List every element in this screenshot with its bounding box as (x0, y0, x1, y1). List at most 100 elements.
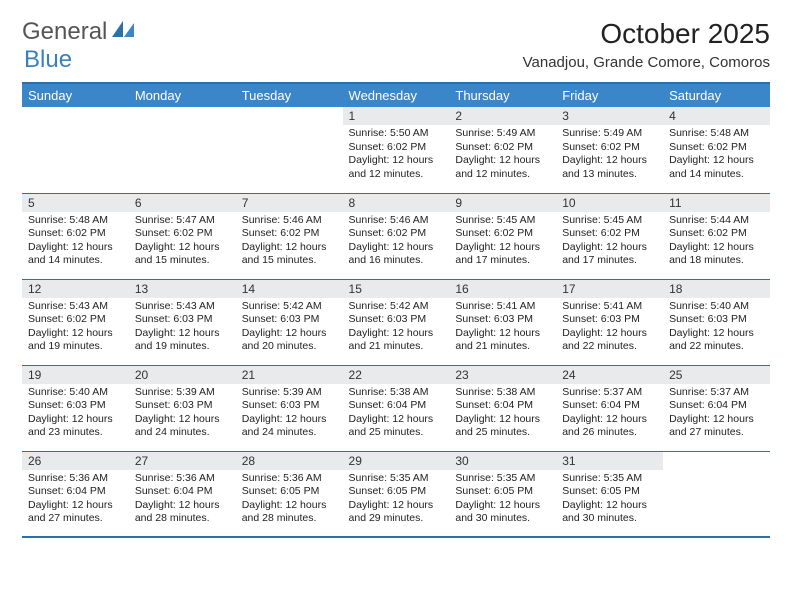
sunrise-line: Sunrise: 5:35 AM (455, 472, 535, 484)
day-details: Sunrise: 5:43 AMSunset: 6:03 PMDaylight:… (129, 298, 236, 359)
sunrise-line: Sunrise: 5:40 AM (669, 300, 749, 312)
calendar-week: 19 Sunrise: 5:40 AM Sunset: 6:03 PM Dayligh… (22, 365, 770, 451)
day-number: 16 (449, 280, 556, 298)
calendar-day: 2Sunrise: 5:49 AMSunset: 6:02 PMDaylight… (449, 107, 556, 193)
day-number: 19 (22, 366, 129, 384)
sunset-line: Sunset: 6:02 PM (562, 141, 640, 153)
day-number: 9 (449, 194, 556, 212)
day-details: Sunrise: 5:35 AMSunset: 6:05 PMDaylight:… (556, 470, 663, 531)
logo-sail-icon (112, 21, 134, 39)
daylight-line: Daylight: 12 hours and 27 minutes. (28, 499, 113, 525)
calendar-day (236, 107, 343, 193)
daylight-line: Daylight: 12 hours and 25 minutes. (349, 413, 434, 439)
sunrise-line: Sunrise: 5:48 AM (28, 214, 108, 226)
sunset-line: Sunset: 6:03 PM (242, 399, 320, 411)
daylight-line: Daylight: 12 hours and 26 minutes. (562, 413, 647, 439)
day-details: Sunrise: 5:39 AMSunset: 6:03 PMDaylight:… (236, 384, 343, 445)
day-details: Sunrise: 5:44 AMSunset: 6:02 PMDaylight:… (663, 212, 770, 273)
day-number: 17 (556, 280, 663, 298)
calendar-day: 13Sunrise: 5:43 AMSunset: 6:03 PMDayligh… (129, 279, 236, 365)
day-number: 14 (236, 280, 343, 298)
daylight-line: Daylight: 12 hours and 28 minutes. (242, 499, 327, 525)
daylight-line: Daylight: 12 hours and 19 minutes. (135, 327, 220, 353)
day-details: Sunrise: 5:46 AMSunset: 6:02 PMDaylight:… (236, 212, 343, 273)
sunrise-line: Sunrise: 5:35 AM (562, 472, 642, 484)
day-number: 18 (663, 280, 770, 298)
sunset-line: Sunset: 6:02 PM (349, 227, 427, 239)
day-number: 2 (449, 107, 556, 125)
day-number: 6 (129, 194, 236, 212)
sunrise-line: Sunrise: 5:38 AM (455, 386, 535, 398)
daylight-line: Daylight: 12 hours and 25 minutes. (455, 413, 540, 439)
sunrise-line: Sunrise: 5:38 AM (349, 386, 429, 398)
calendar-day: 15Sunrise: 5:42 AMSunset: 6:03 PMDayligh… (343, 279, 450, 365)
calendar-day: 9Sunrise: 5:45 AMSunset: 6:02 PMDaylight… (449, 193, 556, 279)
sunset-line: Sunset: 6:03 PM (349, 313, 427, 325)
day-details: Sunrise: 5:45 AMSunset: 6:02 PMDaylight:… (556, 212, 663, 273)
day-details: Sunrise: 5:36 AMSunset: 6:04 PMDaylight:… (22, 470, 129, 531)
calendar-week: 26Sunrise: 5:36 AMSunset: 6:04 PMDayligh… (22, 451, 770, 537)
calendar-day: 23Sunrise: 5:38 AMSunset: 6:04 PMDayligh… (449, 365, 556, 451)
sunset-line: Sunset: 6:02 PM (669, 227, 747, 239)
daylight-line: Daylight: 12 hours and 17 minutes. (455, 241, 540, 267)
day-number: 24 (556, 366, 663, 384)
day-number: 3 (556, 107, 663, 125)
daylight-line: Daylight: 12 hours and 14 minutes. (669, 154, 754, 180)
daylight-line: Daylight: 12 hours and 18 minutes. (669, 241, 754, 267)
day-details: Sunrise: 5:42 AMSunset: 6:03 PMDaylight:… (343, 298, 450, 359)
day-number: 25 (663, 366, 770, 384)
calendar-day: 28Sunrise: 5:36 AMSunset: 6:05 PMDayligh… (236, 451, 343, 537)
sunset-line: Sunset: 6:04 PM (135, 485, 213, 497)
calendar-week: 5Sunrise: 5:48 AMSunset: 6:02 PMDaylight… (22, 193, 770, 279)
sunset-line: Sunset: 6:04 PM (349, 399, 427, 411)
daylight-line: Daylight: 12 hours and 28 minutes. (135, 499, 220, 525)
sunrise-line: Sunrise: 5:48 AM (669, 127, 749, 139)
calendar-grid: SundayMondayTuesdayWednesdayThursdayFrid… (22, 82, 770, 538)
calendar-day: 14Sunrise: 5:42 AMSunset: 6:03 PMDayligh… (236, 279, 343, 365)
calendar-day: 27Sunrise: 5:36 AMSunset: 6:04 PMDayligh… (129, 451, 236, 537)
daylight-line: Daylight: 12 hours and 24 minutes. (135, 413, 220, 439)
sunset-line: Sunset: 6:04 PM (669, 399, 747, 411)
sunrise-line: Sunrise: 5:36 AM (242, 472, 322, 484)
day-details: Sunrise: 5:41 AMSunset: 6:03 PMDaylight:… (449, 298, 556, 359)
logo: General Blue (22, 18, 134, 74)
sunset-line: Sunset: 6:02 PM (349, 141, 427, 153)
day-header: Monday (129, 83, 236, 107)
calendar-day (663, 451, 770, 537)
sunset-line: Sunset: 6:04 PM (562, 399, 640, 411)
day-details: Sunrise: 5:42 AMSunset: 6:03 PMDaylight:… (236, 298, 343, 359)
sunrise-line: Sunrise: 5:37 AM (669, 386, 749, 398)
sunrise-line: Sunrise: 5:45 AM (455, 214, 535, 226)
sunset-line: Sunset: 6:04 PM (455, 399, 533, 411)
day-number: 30 (449, 452, 556, 470)
daylight-line: Daylight: 12 hours and 30 minutes. (455, 499, 540, 525)
sunrise-line: Sunrise: 5:40 AM (28, 386, 108, 398)
calendar-day: 29Sunrise: 5:35 AMSunset: 6:05 PMDayligh… (343, 451, 450, 537)
sunset-line: Sunset: 6:03 PM (562, 313, 640, 325)
daylight-line: Daylight: 12 hours and 12 minutes. (455, 154, 540, 180)
day-details: Sunrise: 5:43 AMSunset: 6:02 PMDaylight:… (22, 298, 129, 359)
sunrise-line: Sunrise: 5:42 AM (242, 300, 322, 312)
day-details: Sunrise: 5:49 AMSunset: 6:02 PMDaylight:… (449, 125, 556, 186)
day-number: 26 (22, 452, 129, 470)
day-number: 12 (22, 280, 129, 298)
day-header: Friday (556, 83, 663, 107)
sunset-line: Sunset: 6:02 PM (455, 141, 533, 153)
location-text: Vanadjou, Grande Comore, Comoros (523, 54, 770, 71)
day-number: 21 (236, 366, 343, 384)
sunrise-line: Sunrise: 5:46 AM (242, 214, 322, 226)
daylight-line: Daylight: 12 hours and 19 minutes. (28, 327, 113, 353)
calendar-day: 19Sunrise: 5:40 AMSunset: 6:03 PMDayligh… (22, 365, 129, 451)
day-number: 1 (343, 107, 450, 125)
day-details: Sunrise: 5:38 AMSunset: 6:04 PM Daylight:… (449, 384, 556, 445)
calendar-body: 1Sunrise: 5:50 AMSunset: 6:02 PMDaylight… (22, 107, 770, 537)
sunrise-line: Sunrise: 5:41 AM (455, 300, 535, 312)
day-number: 28 (236, 452, 343, 470)
sunset-line: Sunset: 6:02 PM (562, 227, 640, 239)
calendar-day: 31Sunrise: 5:35 AMSunset: 6:05 PMDayligh… (556, 451, 663, 537)
calendar-day: 30Sunrise: 5:35 AMSunset: 6:05 PMDayligh… (449, 451, 556, 537)
day-number: 11 (663, 194, 770, 212)
daylight-line: Daylight: 12 hours and 13 minutes. (562, 154, 647, 180)
daylight-line: Daylight: 12 hours and 15 minutes. (135, 241, 220, 267)
daylight-line: Daylight: 12 hours and 16 minutes. (349, 241, 434, 267)
